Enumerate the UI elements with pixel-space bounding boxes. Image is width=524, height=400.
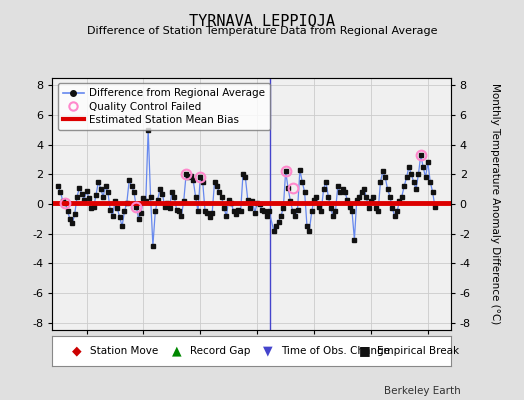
Legend: Difference from Regional Average, Quality Control Failed, Estimated Station Mean: Difference from Regional Average, Qualit… — [58, 83, 270, 130]
Text: Record Gap: Record Gap — [190, 346, 250, 356]
Text: ■: ■ — [359, 344, 371, 358]
Text: Difference of Station Temperature Data from Regional Average: Difference of Station Temperature Data f… — [87, 26, 437, 36]
Text: Empirical Break: Empirical Break — [377, 346, 459, 356]
Text: ◆: ◆ — [72, 344, 82, 358]
Y-axis label: Monthly Temperature Anomaly Difference (°C): Monthly Temperature Anomaly Difference (… — [490, 83, 500, 325]
Text: Station Move: Station Move — [90, 346, 158, 356]
Text: TYRNAVA LEPPIOJA: TYRNAVA LEPPIOJA — [189, 14, 335, 29]
Text: Time of Obs. Change: Time of Obs. Change — [281, 346, 390, 356]
Text: Berkeley Earth: Berkeley Earth — [385, 386, 461, 396]
Text: ▼: ▼ — [264, 344, 273, 358]
Text: ▲: ▲ — [172, 344, 181, 358]
